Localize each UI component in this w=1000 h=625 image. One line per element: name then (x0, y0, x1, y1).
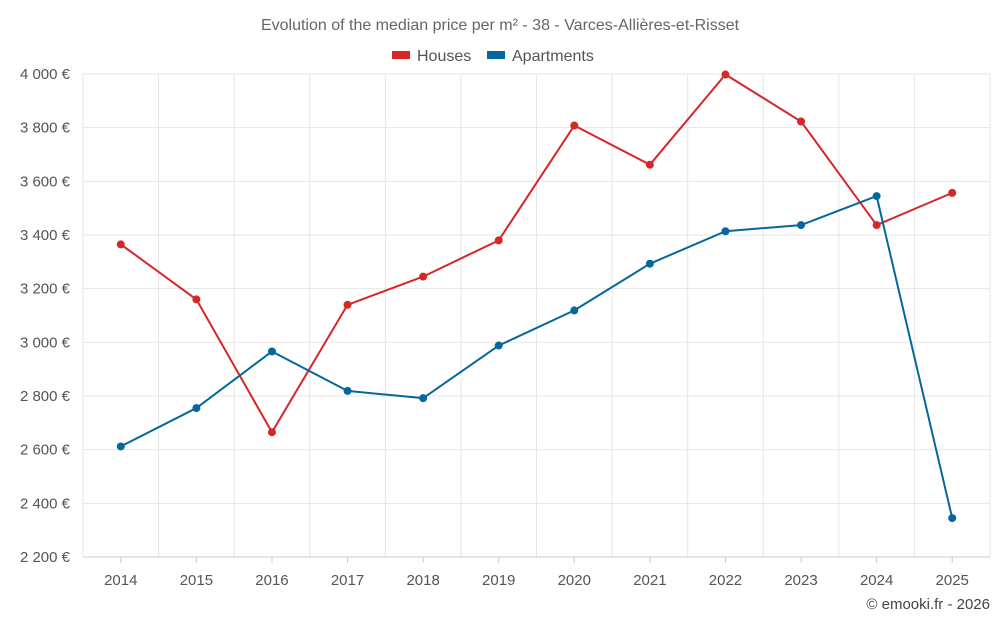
legend-item-apartments[interactable]: Apartments (487, 48, 594, 65)
data-point-houses[interactable] (267, 428, 276, 437)
y-tick-label: 3 400 € (20, 227, 71, 244)
data-point-houses[interactable] (116, 240, 125, 249)
x-tick-label: 2022 (709, 572, 742, 589)
data-point-apartments[interactable] (267, 347, 276, 356)
x-tick-label: 2014 (104, 572, 137, 589)
y-tick-label: 3 000 € (20, 334, 71, 351)
x-tick-label: 2017 (331, 572, 364, 589)
axes: 2 200 € 2 400 € 2 600 € 2 800 € 3 000 € 3 200… (20, 66, 990, 589)
chart-title: Evolution of the median price per m² - 3… (261, 17, 740, 34)
data-point-houses[interactable] (570, 121, 579, 130)
x-tick-label: 2021 (633, 572, 666, 589)
data-point-houses[interactable] (721, 70, 730, 79)
data-point-houses[interactable] (948, 188, 957, 197)
legend-label: Apartments (512, 48, 594, 65)
data-point-apartments[interactable] (494, 341, 503, 350)
y-tick-label: 3 200 € (20, 281, 71, 298)
data-point-apartments[interactable] (570, 306, 579, 315)
x-tick-label: 2025 (936, 572, 969, 589)
x-tick-label: 2023 (784, 572, 817, 589)
data-point-houses[interactable] (872, 221, 881, 230)
legend-swatch (392, 51, 410, 59)
data-point-apartments[interactable] (797, 221, 806, 230)
x-tick-label: 2016 (255, 572, 288, 589)
series-apartments (116, 192, 957, 523)
x-tick-label: 2018 (406, 572, 439, 589)
y-tick-label: 3 600 € (20, 173, 71, 190)
y-tick-label: 2 200 € (20, 549, 71, 566)
x-tick-label: 2020 (558, 572, 591, 589)
y-tick-label: 2 400 € (20, 495, 71, 512)
data-point-apartments[interactable] (343, 386, 352, 395)
y-tick-label: 2 800 € (20, 388, 71, 405)
series-layer (116, 70, 957, 523)
data-point-apartments[interactable] (645, 259, 654, 268)
data-point-houses[interactable] (797, 117, 806, 126)
series-line-houses (120, 73, 953, 434)
grid (82, 73, 991, 558)
series-houses (116, 70, 957, 437)
data-point-apartments[interactable] (116, 442, 125, 451)
series-line-apartments (120, 195, 954, 519)
data-point-apartments[interactable] (192, 404, 201, 413)
data-point-apartments[interactable] (419, 394, 428, 403)
legend-label: Houses (417, 48, 471, 65)
data-point-houses[interactable] (419, 272, 428, 281)
legend-swatch (487, 51, 505, 59)
data-point-houses[interactable] (645, 160, 654, 169)
credit-text: © emooki.fr - 2026 (866, 596, 990, 613)
y-tick-label: 3 800 € (20, 120, 71, 137)
legend-item-houses[interactable]: Houses (392, 48, 471, 65)
legend: Houses Apartments (392, 48, 594, 65)
y-tick-label: 2 600 € (20, 442, 71, 459)
data-point-apartments[interactable] (872, 192, 881, 201)
x-tick-label: 2019 (482, 572, 515, 589)
data-point-apartments[interactable] (721, 227, 730, 236)
data-point-houses[interactable] (343, 300, 352, 309)
data-point-houses[interactable] (494, 236, 503, 245)
x-tick-label: 2024 (860, 572, 893, 589)
x-tick-label: 2015 (180, 572, 213, 589)
data-point-houses[interactable] (192, 295, 201, 304)
y-tick-label: 4 000 € (20, 66, 71, 83)
data-point-apartments[interactable] (948, 514, 957, 523)
